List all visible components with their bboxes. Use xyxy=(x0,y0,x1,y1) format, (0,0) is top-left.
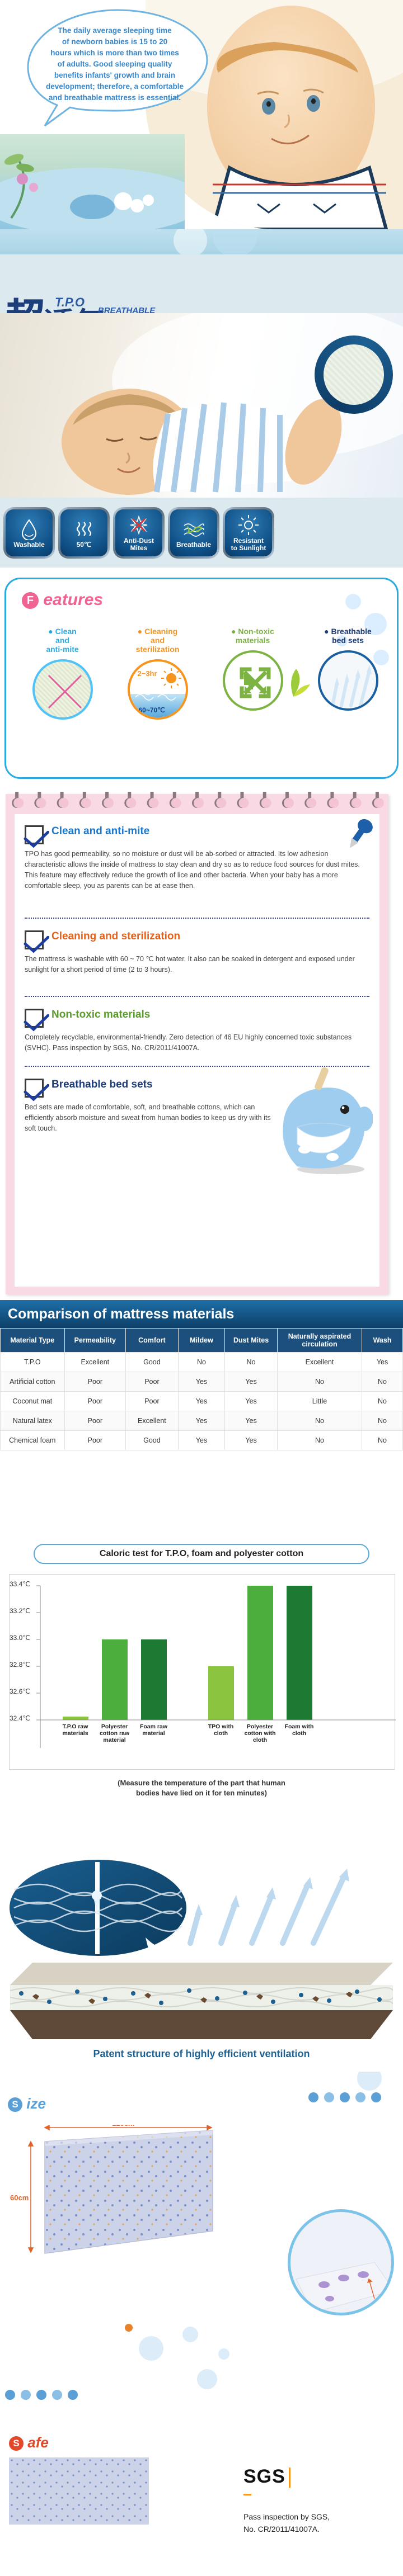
svg-text:T.P.O: T.P.O xyxy=(55,295,85,309)
svg-text:120cm: 120cm xyxy=(112,2125,134,2128)
svg-text:60cm: 60cm xyxy=(10,2194,29,2202)
